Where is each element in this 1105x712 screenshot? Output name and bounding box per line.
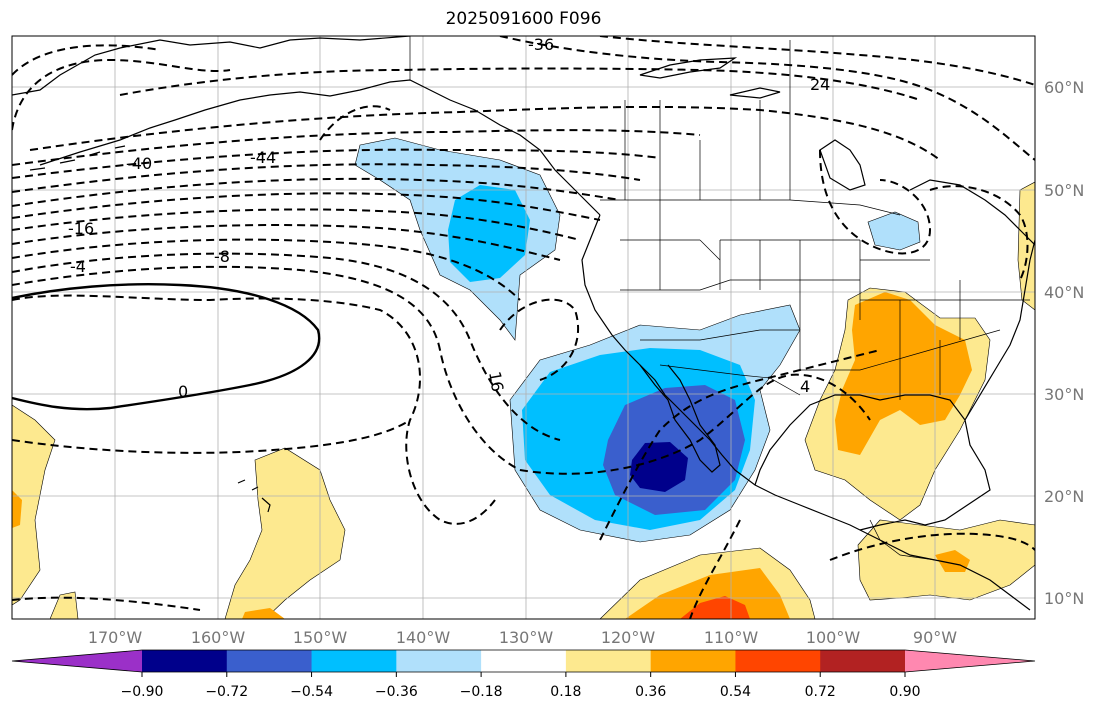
map-area: -36 24 -40 -44 -16 -8 -4 0 16 4 xyxy=(12,35,1035,619)
colorbar-tick-label: 0.36 xyxy=(635,684,666,700)
latitude-labels: 60°N 50°N 40°N 30°N 20°N 10°N xyxy=(1044,78,1084,608)
warm-region-east-inner xyxy=(835,292,972,455)
warm-region-hawaii xyxy=(224,447,346,619)
contours-dashed xyxy=(12,36,1035,619)
colorbar-tick-label: −0.36 xyxy=(375,684,418,700)
contour-label: -44 xyxy=(250,148,276,167)
contour-labels: -36 24 -40 -44 -16 -8 -4 0 16 4 xyxy=(68,35,830,401)
colorbar-segment xyxy=(650,650,736,672)
coast-labrador xyxy=(909,179,1035,246)
lat-label: 40°N xyxy=(1044,283,1084,302)
contour-label: 0 xyxy=(178,382,188,401)
colorbar-tick-label: 0.18 xyxy=(550,684,581,700)
contour-label: -40 xyxy=(126,154,152,173)
colorbar-tick-label: 0.90 xyxy=(889,684,920,700)
warm-region-south-mid xyxy=(625,568,790,619)
anomaly-shading xyxy=(12,137,1035,619)
lon-label: 150°W xyxy=(293,628,348,647)
warm-region-west-edge-core xyxy=(12,490,22,528)
contour-label: 4 xyxy=(800,377,810,396)
lat-label: 60°N xyxy=(1044,78,1084,97)
coast-east xyxy=(964,239,1035,421)
map-title: 2025091600 F096 xyxy=(445,9,602,29)
warm-region-south-core xyxy=(680,596,750,619)
lon-label: 100°W xyxy=(806,628,861,647)
lon-label: 110°W xyxy=(704,628,759,647)
colorbar-tick-label: −0.18 xyxy=(460,684,503,700)
longitude-labels: 170°W 160°W 150°W 140°W 130°W 120°W 110°… xyxy=(88,628,957,647)
lon-label: 170°W xyxy=(88,628,143,647)
coast-arctic-islands xyxy=(639,57,781,99)
coast-aleutians xyxy=(29,145,126,171)
colorbar xyxy=(11,649,1036,673)
lon-label: 90°W xyxy=(913,628,957,647)
coast-alaska xyxy=(12,36,411,96)
colorbar-tick-label: −0.72 xyxy=(205,684,248,700)
colorbar-ticks: −0.90 −0.72 −0.54 −0.36 −0.18 0.18 0.36 0.54 0.7… xyxy=(121,672,921,700)
gridlines xyxy=(12,36,1035,619)
colorbar-segment xyxy=(226,650,313,672)
lon-label: 130°W xyxy=(499,628,554,647)
colorbar-segment xyxy=(142,650,228,672)
colorbar-segment xyxy=(735,650,821,672)
contour-label: -8 xyxy=(214,247,230,266)
warm-region-central-america-core xyxy=(935,550,970,572)
lon-label: 120°W xyxy=(601,628,656,647)
blue-region-great-lakes xyxy=(867,211,921,251)
coast-hawaii xyxy=(237,479,271,513)
colorbar-tick-label: 0.54 xyxy=(720,684,751,700)
coast-west-us xyxy=(581,214,1031,611)
contour-label: 24 xyxy=(810,75,830,94)
coastlines xyxy=(12,36,1035,611)
lat-label: 50°N xyxy=(1044,181,1084,200)
contour-label: 16 xyxy=(485,370,507,393)
colorbar-extend-low xyxy=(12,650,142,672)
lat-label: 20°N xyxy=(1044,487,1084,506)
warm-region-west-edge xyxy=(12,404,56,606)
political-borders xyxy=(409,36,1030,561)
contour-zero xyxy=(12,283,321,411)
colorbar-tick-label: −0.54 xyxy=(290,684,333,700)
lon-label: 140°W xyxy=(396,628,451,647)
lon-label: 160°W xyxy=(191,628,246,647)
contour-label: -36 xyxy=(528,35,554,54)
colorbar-segment xyxy=(820,650,906,672)
blue-region-gulf-core xyxy=(448,185,530,282)
colorbar-tick-label: −0.90 xyxy=(121,684,164,700)
colorbar-segment xyxy=(396,650,482,672)
lat-label: 30°N xyxy=(1044,385,1084,404)
lat-label: 10°N xyxy=(1044,589,1084,608)
colorbar-segment xyxy=(311,650,397,672)
coast-hudson xyxy=(819,139,866,191)
coast-baja xyxy=(639,364,721,473)
contour-label: -4 xyxy=(70,257,86,276)
warm-region-hawaii-core xyxy=(242,608,285,619)
colorbar-tick-label: 0.72 xyxy=(805,684,836,700)
contour-label: -16 xyxy=(68,219,94,238)
coast-gulf xyxy=(754,394,991,531)
map-frame xyxy=(11,35,1036,620)
colorbar-segment xyxy=(481,650,567,672)
colorbar-extend-high xyxy=(905,650,1035,672)
warm-region-west-bottom xyxy=(49,591,79,619)
colorbar-segment xyxy=(565,650,652,672)
coast-alaska-south xyxy=(39,79,601,216)
